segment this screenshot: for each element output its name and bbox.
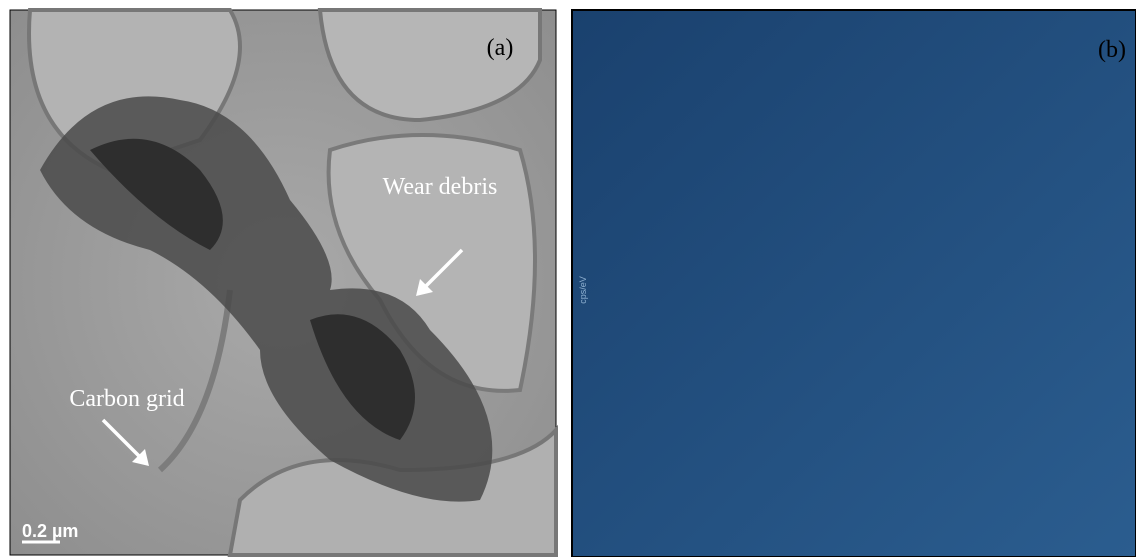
grid-strand	[157, 289, 233, 473]
grid-hole	[326, 133, 537, 393]
annotation: Wear debris	[383, 174, 498, 200]
annotation: Carbon grid	[69, 386, 184, 412]
wear-debris-core	[90, 138, 415, 440]
arrow	[101, 418, 145, 462]
arrow-head	[132, 449, 149, 466]
arrow-head	[416, 279, 433, 296]
panel-label: (b)	[1098, 37, 1126, 63]
micrograph-panel: (a) Wear debris Carbon grid 0.2 µm	[9, 8, 558, 557]
scale-bar-label: 0.2 µm	[22, 521, 78, 541]
arrow	[420, 248, 464, 292]
grid-hole	[317, 8, 542, 123]
plot-area	[571, 9, 1136, 557]
y-axis-label: cps/eV	[578, 276, 588, 304]
spectrum-panel: (b) cps/eV	[571, 9, 1136, 557]
panel-label: (a)	[487, 35, 514, 61]
